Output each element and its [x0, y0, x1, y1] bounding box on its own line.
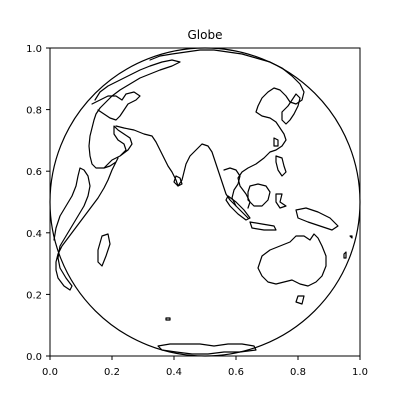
y-axis: 0.0 0.2 0.4 0.6 0.8 1.0 [26, 44, 50, 363]
taiwan [273, 137, 279, 147]
x-tick-label: 0.0 [42, 367, 58, 378]
arabia-coastline [103, 125, 133, 169]
new-guinea [295, 207, 339, 231]
x-tick-label: 0.6 [228, 367, 244, 378]
y-tick-label: 0.4 [26, 229, 42, 240]
sumatra [225, 195, 251, 221]
india-coastline [115, 125, 249, 219]
y-tick-label: 0.6 [26, 167, 42, 178]
sri-lanka [173, 175, 183, 187]
chart-title: Globe [188, 28, 223, 42]
asia-north-coastline [149, 49, 305, 209]
madagascar [97, 233, 111, 267]
y-tick-label: 1.0 [26, 44, 42, 55]
philippines [275, 155, 287, 177]
x-tick-label: 0.4 [166, 367, 182, 378]
kerguelen [165, 317, 171, 321]
borneo [247, 183, 271, 207]
europe-coastline [91, 91, 141, 121]
y-tick-label: 0.8 [26, 106, 42, 117]
sulawesi [275, 193, 287, 209]
java [249, 221, 277, 231]
x-tick-label: 0.2 [104, 367, 120, 378]
japan-coastline [281, 93, 301, 125]
x-tick-label: 0.8 [290, 367, 306, 378]
y-tick-label: 0.2 [26, 290, 42, 301]
tasmania [295, 295, 305, 305]
australia-coastline [257, 233, 327, 287]
x-tick-label: 1.0 [352, 367, 368, 378]
globe-outline [49, 47, 361, 357]
x-axis: 0.0 0.2 0.4 0.6 0.8 1.0 [42, 356, 368, 378]
pacific-islands [343, 235, 353, 259]
coastlines [53, 49, 353, 355]
antarctica-coastline [157, 343, 257, 355]
indochina-coastline [223, 167, 241, 207]
africa-coastline [53, 59, 181, 291]
y-tick-label: 0.0 [26, 352, 42, 363]
